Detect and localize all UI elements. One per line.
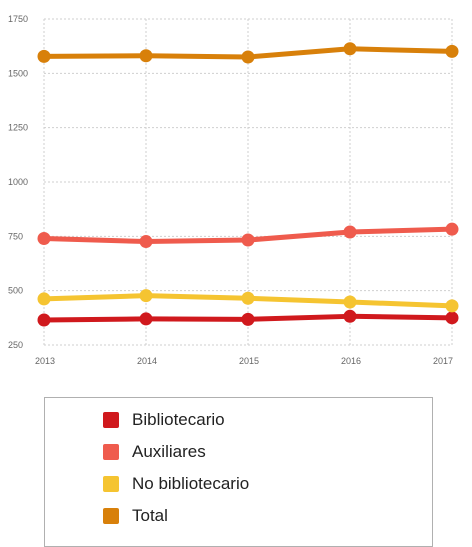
x-tick-label: 2015 xyxy=(239,356,259,366)
data-point xyxy=(139,312,153,326)
legend-label: Bibliotecario xyxy=(132,410,225,429)
y-tick-label: 1250 xyxy=(8,123,28,133)
data-point xyxy=(139,49,153,63)
data-point xyxy=(37,313,51,327)
x-tick-label: 2014 xyxy=(137,356,157,366)
data-point xyxy=(445,299,459,313)
data-point xyxy=(343,42,357,56)
data-point xyxy=(241,291,255,305)
legend-label: Auxiliares xyxy=(132,442,206,461)
x-tick-label: 2017 xyxy=(433,356,453,366)
legend-swatch xyxy=(103,412,119,428)
data-point xyxy=(343,225,357,239)
legend-swatch xyxy=(103,476,119,492)
data-point xyxy=(37,49,51,63)
x-tick-label: 2013 xyxy=(35,356,55,366)
line-chart: 250 500 750 1000 1250 1500 1750 2013 2014 2015 201… xyxy=(8,14,459,366)
data-point xyxy=(37,292,51,306)
legend-item-total[interactable]: Total xyxy=(103,504,168,528)
y-tick-label: 500 xyxy=(8,286,23,296)
y-tick-label: 250 xyxy=(8,340,23,350)
data-point xyxy=(445,222,459,236)
legend-item-bibliotecario[interactable]: Bibliotecario xyxy=(103,408,225,432)
y-tick-label: 1000 xyxy=(8,177,28,187)
legend-label: Total xyxy=(132,506,168,525)
chart-legend: Bibliotecario Auxiliares No bibliotecari… xyxy=(44,397,433,547)
legend-swatch xyxy=(103,444,119,460)
legend-item-no-bibliotecario[interactable]: No bibliotecario xyxy=(103,472,249,496)
data-point xyxy=(139,235,153,249)
data-point xyxy=(241,50,255,64)
data-point xyxy=(445,44,459,58)
data-point xyxy=(343,295,357,309)
x-tick-label: 2016 xyxy=(341,356,361,366)
legend-swatch xyxy=(103,508,119,524)
data-point xyxy=(37,232,51,246)
legend-item-auxiliares[interactable]: Auxiliares xyxy=(103,440,206,464)
legend-label: No bibliotecario xyxy=(132,474,250,493)
y-tick-label: 1750 xyxy=(8,14,28,24)
data-point xyxy=(241,233,255,247)
y-tick-label: 750 xyxy=(8,231,23,241)
data-point xyxy=(445,311,459,325)
data-point xyxy=(343,309,357,323)
data-point xyxy=(241,312,255,326)
data-point xyxy=(139,289,153,303)
y-tick-label: 1500 xyxy=(8,68,28,78)
